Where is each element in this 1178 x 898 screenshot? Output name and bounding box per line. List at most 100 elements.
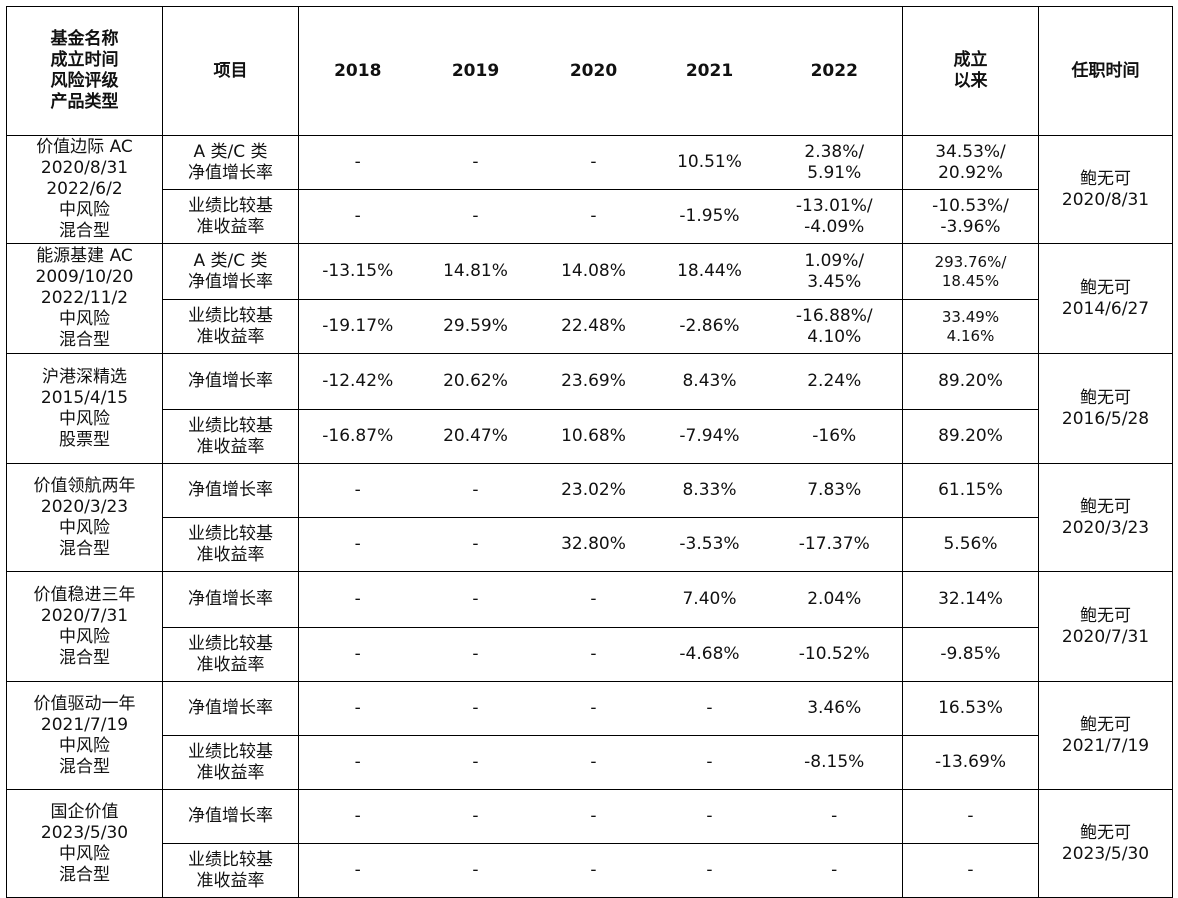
value-line: -13.15% <box>322 261 394 281</box>
value-line: - <box>590 589 597 609</box>
value-line: - <box>354 589 361 609</box>
value-cell: 10.51% <box>652 135 767 190</box>
value-line: -17.37% <box>798 534 870 554</box>
value-line: 89.20% <box>938 371 1003 391</box>
value-cell: - <box>652 735 767 790</box>
item-label-line: 准收益率 <box>196 544 265 565</box>
manager-name: 鲍无可 <box>1080 714 1131 735</box>
header-year-2021: 2021 <box>652 6 767 136</box>
header-year-2019: 2019 <box>416 6 535 136</box>
fund-info-line: 2022/6/2 <box>46 179 123 199</box>
header-fund-info: 基金名称 成立时间 风险评级 产品类型 <box>6 6 163 136</box>
value-line: - <box>967 806 974 826</box>
item-cell: A 类/C 类净值增长率 <box>162 243 299 300</box>
fund-info-cell: 能源基建 AC 2009/10/20 2022/11/2 中风险 混合型 <box>6 243 163 354</box>
tenure-cell: 鲍无可 2021/7/19 <box>1038 681 1173 790</box>
item-label-line: 准收益率 <box>196 654 265 675</box>
value-cell: -9.85% <box>902 627 1039 682</box>
value-cell: -1.95% <box>652 189 767 244</box>
table-row: 沪港深精选 2015/4/15 中风险 股票型 净值增长率 -12.42% 20.62% 23… <box>6 353 1173 464</box>
value-cell: - <box>298 789 417 844</box>
header-product-type: 产品类型 <box>50 92 119 112</box>
value-line: 2.38%/ <box>804 141 865 162</box>
value-cell: - <box>652 843 767 898</box>
value-line: 7.83% <box>807 480 862 500</box>
value-cell: - <box>298 735 417 790</box>
table-row: 价值稳进三年 2020/7/31 中风险 混合型 净值增长率 - - -7.40% 2.04% 3… <box>6 571 1173 682</box>
value-cell: - <box>416 735 535 790</box>
value-line: - <box>706 806 713 826</box>
value-line: - <box>354 806 361 826</box>
value-line: 2.24% <box>807 371 862 391</box>
value-line: - <box>354 644 361 664</box>
value-line: 293.76%/ <box>934 252 1007 271</box>
value-line: - <box>590 860 597 880</box>
value-line: 23.69% <box>561 371 626 391</box>
fund-info-cell: 价值驱动一年 2021/7/19 中风险 混合型 <box>6 681 163 790</box>
fund-info-line: 混合型 <box>59 647 110 668</box>
fund-info-line: 价值稳进三年 <box>33 584 136 605</box>
value-line: - <box>472 206 479 226</box>
value-line: -1.95% <box>679 206 740 226</box>
value-line: - <box>354 534 361 554</box>
value-cell: - <box>534 735 653 790</box>
header-year-2020: 2020 <box>534 6 653 136</box>
value-line: - <box>354 480 361 500</box>
item-cell: 业绩比较基 准收益率 <box>162 299 299 354</box>
value-cell: 7.40% <box>652 571 767 628</box>
table-row: 业绩比较基 准收益率 - - 32.80% -3.53% -17.37% 5.56% <box>7 517 1173 572</box>
value-line: - <box>706 860 713 880</box>
header-since-line1: 成立 <box>953 50 988 70</box>
value-cell: - <box>534 789 653 844</box>
fund-info-line: 2015/4/15 <box>40 387 129 408</box>
fund-info-line: 中风险 <box>59 408 110 429</box>
value-line: 2.04% <box>807 589 862 609</box>
value-cell: 20.47% <box>416 409 535 464</box>
item-cell: 净值增长率 <box>162 789 299 844</box>
value-line: -2.86% <box>679 316 740 336</box>
value-cell: -19.17% <box>298 299 417 354</box>
table-row: 业绩比较基 准收益率 - - - -4.68% -10.52% -9.85% <box>7 627 1173 682</box>
tenure-cell: 鲍无可 2020/7/31 <box>1038 571 1173 682</box>
fund-info-line: 中风险 <box>59 200 110 220</box>
item-label-line: 准收益率 <box>196 762 265 783</box>
item-cell: 业绩比较基 准收益率 <box>162 409 299 464</box>
value-line: - <box>354 860 361 880</box>
fund-performance-table: 基金名称 成立时间 风险评级 产品类型 项目 2018 2019 2020 20… <box>6 6 1173 898</box>
value-line: - <box>472 480 479 500</box>
fund-info-line: 混合型 <box>59 330 110 350</box>
value-line: - <box>354 152 361 172</box>
value-cell: -10.53%/-3.96% <box>902 189 1039 244</box>
fund-info-line: 沪港深精选 <box>42 366 127 387</box>
tenure-date: 2020/8/31 <box>1061 189 1150 210</box>
header-since-line2: 以来 <box>953 71 988 91</box>
value-line: -16.87% <box>322 426 394 446</box>
value-cell: 89.20% <box>902 409 1039 464</box>
fund-info-line: 2022/11/2 <box>40 288 129 308</box>
value-line: - <box>831 806 838 826</box>
item-label-line: 准收益率 <box>196 216 265 237</box>
value-line: - <box>590 644 597 664</box>
item-cell: 净值增长率 <box>162 681 299 736</box>
table-row: 业绩比较基 准收益率 -16.87% 20.47% 10.68% -7.94% -16% 89… <box>7 409 1173 464</box>
item-cell: 净值增长率 <box>162 353 299 410</box>
value-line: 32.80% <box>561 534 626 554</box>
header-since-inception: 成立 以来 <box>902 6 1039 136</box>
tenure-date: 2020/7/31 <box>1061 626 1150 647</box>
table-row: 价值驱动一年 2021/7/19 中风险 混合型 净值增长率 - - - -3.46% 16.53… <box>6 681 1173 790</box>
value-line: -13.01%/ <box>795 195 873 216</box>
value-cell: 61.15% <box>902 463 1039 518</box>
value-line: - <box>590 698 597 718</box>
value-cell: - <box>416 463 535 518</box>
value-cell: -12.42% <box>298 353 417 410</box>
item-cell: 业绩比较基 准收益率 <box>162 189 299 244</box>
fund-info-cell: 沪港深精选 2015/4/15 中风险 股票型 <box>6 353 163 464</box>
value-cell: - <box>298 681 417 736</box>
value-cell: -13.15% <box>298 243 417 300</box>
header-year-2018: 2018 <box>298 6 417 136</box>
value-line: -16% <box>812 426 857 446</box>
fund-info-line: 混合型 <box>59 538 110 559</box>
value-cell: - <box>298 517 417 572</box>
value-line: 1.09%/ <box>804 250 865 271</box>
item-cell: 净值增长率 <box>162 463 299 518</box>
